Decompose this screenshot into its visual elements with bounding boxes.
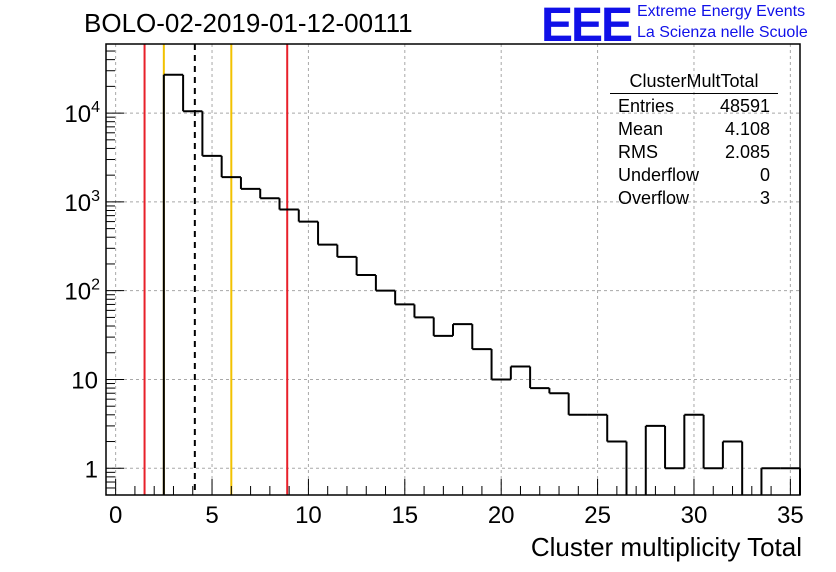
stats-row: Overflow 3 (610, 187, 778, 210)
stats-value: 3 (759, 188, 770, 208)
plot-frame (105, 43, 801, 496)
stats-row: Mean 4.108 (610, 118, 778, 141)
stats-label: Entries (618, 96, 675, 116)
stats-box-title: ClusterMultTotal (610, 70, 778, 94)
x-tick-label: 35 (777, 502, 804, 529)
stats-label: Underflow (618, 165, 700, 185)
stats-label: Mean (618, 119, 664, 139)
stats-value: 2.085 (724, 142, 770, 162)
stats-row: RMS 2.085 (610, 141, 778, 164)
stats-row: Underflow 0 (610, 164, 778, 187)
x-tick-label: 30 (681, 502, 708, 529)
stats-label: RMS (618, 142, 658, 162)
x-tick-label: 20 (488, 502, 515, 529)
x-tick-label: 5 (205, 502, 218, 529)
marker-lines (143, 44, 289, 495)
stats-box: ClusterMultTotal Entries 48591 Mean 4.10… (610, 70, 778, 210)
y-tick-label: 102 (64, 277, 100, 306)
y-tick-label: 10 (71, 367, 98, 394)
y-tick-labels: 1 10 102 103 104 (64, 99, 100, 483)
y-tick-label: 1 (85, 456, 98, 483)
x-tick-label: 0 (109, 502, 122, 529)
logo-caption-line2: La Scienza nelle Scuole (637, 24, 808, 41)
stats-value: 0 (759, 165, 770, 185)
y-tick-label: 104 (64, 99, 100, 128)
logo-caption-line1: Extreme Energy Events (637, 3, 806, 20)
x-tick-labels: 0 5 10 15 20 25 30 35 (109, 502, 804, 529)
x-axis-label: Cluster multiplicity Total (530, 532, 802, 562)
axis-ticks (106, 43, 791, 496)
y-tick-label: 103 (64, 188, 100, 217)
x-tick-label: 15 (391, 502, 418, 529)
stats-label: Overflow (618, 188, 690, 208)
x-tick-label: 10 (295, 502, 322, 529)
stats-value: 4.108 (724, 119, 770, 139)
x-tick-label: 25 (584, 502, 611, 529)
histogram-bins (162, 73, 801, 495)
eee-logo: EEE (541, 0, 633, 52)
stats-row: Entries 48591 (610, 95, 778, 118)
chart-title: BOLO-02-2019-01-12-00111 (84, 8, 413, 38)
stats-value: 48591 (719, 96, 770, 116)
